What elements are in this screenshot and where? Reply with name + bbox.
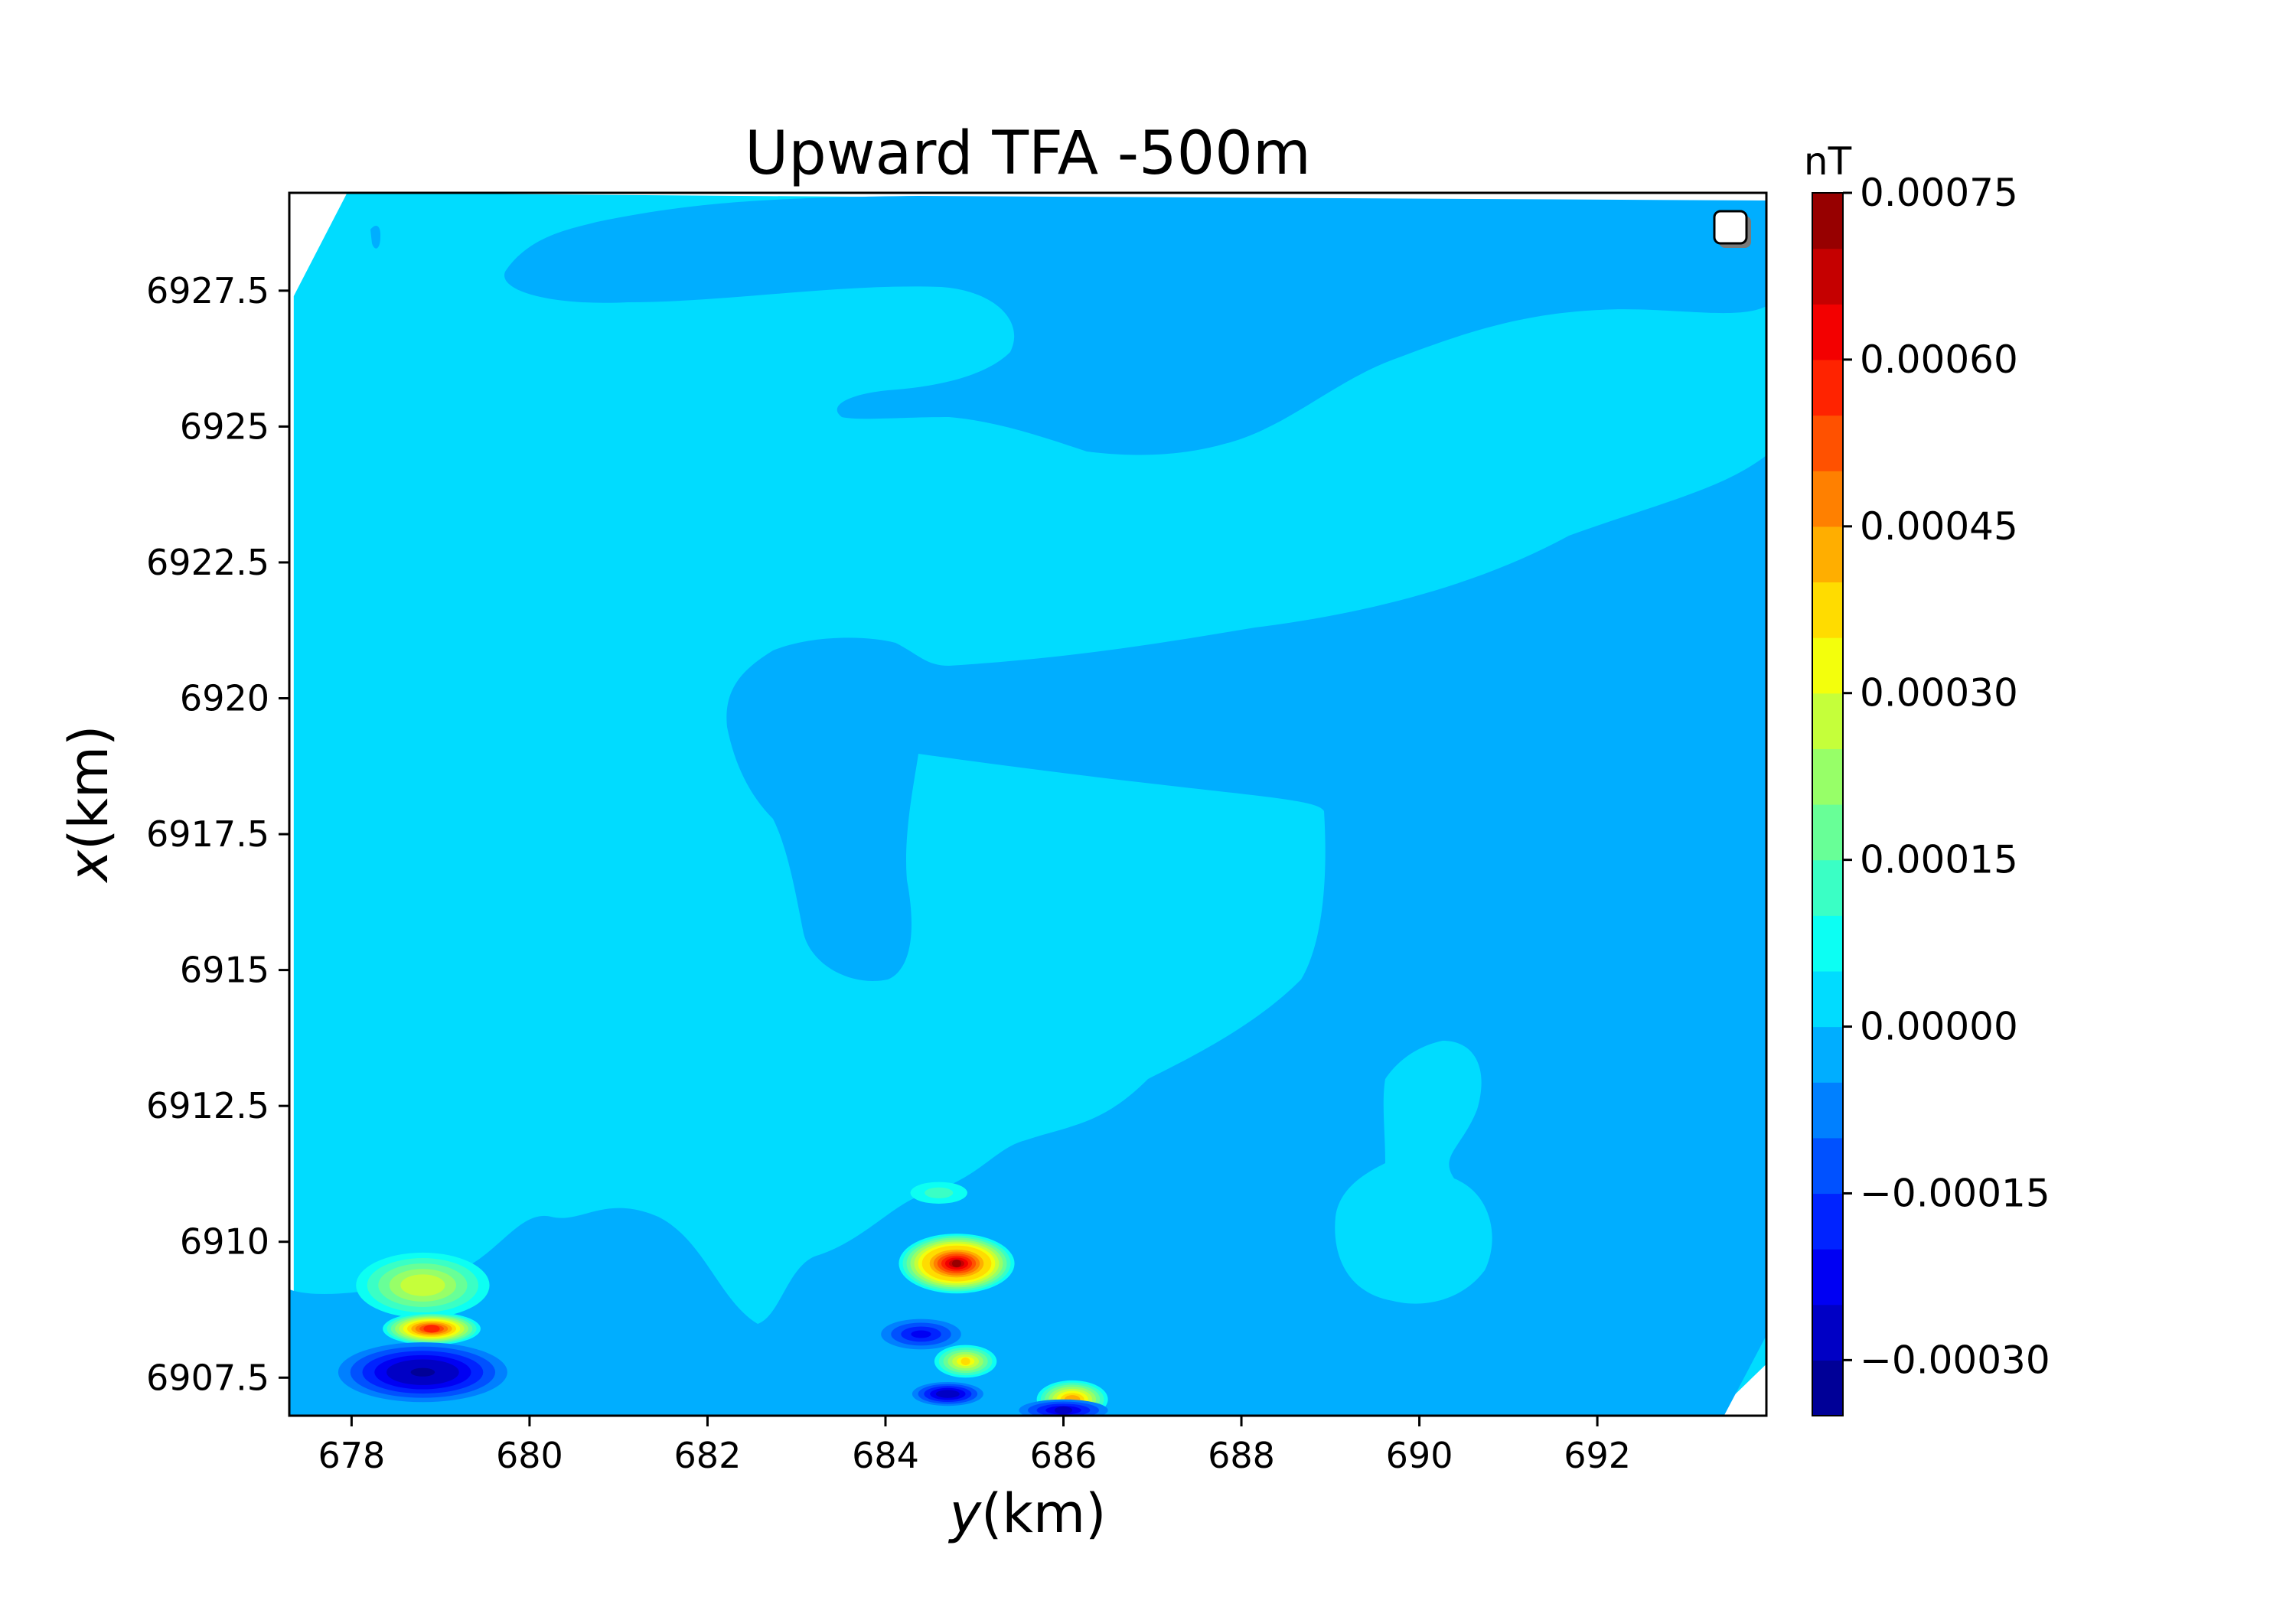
colorbar-band xyxy=(1812,804,1843,861)
colorbar-tick-label: 0.00045 xyxy=(1860,504,2018,549)
y-tick-label: 6912.5 xyxy=(146,1085,269,1126)
x-tick-label: 686 xyxy=(1030,1435,1097,1476)
contour-regions xyxy=(289,196,1766,1416)
colorbar-band xyxy=(1812,526,1843,583)
colorbar-band xyxy=(1812,693,1843,749)
contour-field xyxy=(289,193,1766,1416)
colorbar-tick-label: 0.00015 xyxy=(1860,838,2018,882)
colorbar-frame xyxy=(1812,192,1844,1416)
colorbar-bands xyxy=(1812,193,1843,1416)
colorbar-band xyxy=(1812,1360,1843,1416)
anomaly xyxy=(356,1252,490,1319)
x-tick-label: 678 xyxy=(318,1435,385,1476)
chart-title: Upward TFA -500m xyxy=(745,119,1311,188)
x-tick-label: 692 xyxy=(1564,1435,1631,1476)
colorbar-band xyxy=(1812,471,1843,527)
plot-frame xyxy=(288,191,1768,1417)
y-axis-label: x(km) xyxy=(57,725,120,884)
colorbar-band xyxy=(1812,1082,1843,1139)
y-tick-label: 6922.5 xyxy=(146,542,269,583)
anomaly-contour xyxy=(1054,1406,1073,1414)
anomaly xyxy=(910,1182,967,1204)
anomaly xyxy=(912,1381,983,1407)
anomaly-contour xyxy=(960,1357,970,1365)
colorbar: 0.00075 0.00060 0.00045 0.00030 0.00015 0.000… xyxy=(1804,139,2050,1416)
colorbar-band xyxy=(1812,1193,1843,1250)
colorbar-band xyxy=(1812,1137,1843,1195)
anomaly-group xyxy=(338,1182,1108,1416)
contour-region-positive xyxy=(1335,1041,1492,1304)
y-tick-label: 6917.5 xyxy=(146,813,269,855)
colorbar-band xyxy=(1812,193,1843,249)
x-axis-label: y(km) xyxy=(948,1482,1107,1545)
y-axis: 6907.5 6910 6912.5 6915 6917.5 6920 6922.5 6925… xyxy=(146,270,289,1398)
contour-region-negative xyxy=(504,196,1766,455)
y-tick-label: 6915 xyxy=(180,950,269,991)
colorbar-band xyxy=(1812,415,1843,471)
anomaly-contour xyxy=(941,1390,954,1398)
y-tick-label: 6910 xyxy=(180,1221,269,1263)
colorbar-band xyxy=(1812,859,1843,916)
contour-region-negative xyxy=(370,226,381,249)
x-tick-label: 682 xyxy=(674,1435,742,1476)
colorbar-tick-label: −0.00015 xyxy=(1860,1171,2050,1215)
x-tick-label: 680 xyxy=(496,1435,563,1476)
anomaly xyxy=(881,1319,961,1350)
anomaly xyxy=(383,1312,481,1345)
anomaly-contour xyxy=(951,1260,961,1268)
colorbar-band xyxy=(1812,915,1843,972)
colorbar-band xyxy=(1812,970,1843,1028)
colorbar-band xyxy=(1812,1249,1843,1305)
colorbar-ticks: 0.00075 0.00060 0.00045 0.00030 0.00015 0.000… xyxy=(1843,171,2050,1382)
colorbar-tick-label: 0.00030 xyxy=(1860,671,2018,715)
x-tick-label: 690 xyxy=(1386,1435,1453,1476)
y-tick-label: 6925 xyxy=(180,406,269,447)
colorbar-band xyxy=(1812,1304,1843,1361)
anomaly-contour xyxy=(427,1325,437,1333)
colorbar-band xyxy=(1812,1026,1843,1083)
x-tick-label: 688 xyxy=(1208,1435,1275,1476)
colorbar-unit-label: nT xyxy=(1804,139,1852,184)
anomaly-contour xyxy=(911,1330,931,1338)
colorbar-band xyxy=(1812,304,1843,360)
colorbar-tick-label: 0.00000 xyxy=(1860,1005,2018,1049)
anomaly xyxy=(338,1342,507,1403)
x-axis: 678 680 682 684 686 688 690 692 xyxy=(318,1416,1631,1476)
colorbar-band xyxy=(1812,359,1843,416)
colorbar-tick-label: 0.00060 xyxy=(1860,337,2018,382)
anomaly xyxy=(899,1234,1015,1294)
colorbar-band xyxy=(1812,637,1843,694)
legend-box xyxy=(1713,210,1751,248)
y-tick-label: 6927.5 xyxy=(146,270,269,311)
anomaly xyxy=(934,1345,997,1378)
colorbar-band xyxy=(1812,248,1843,305)
anomaly xyxy=(1019,1399,1108,1416)
y-tick-label: 6920 xyxy=(180,678,269,719)
anomaly-contour xyxy=(411,1279,434,1291)
anomaly-contour xyxy=(410,1367,435,1377)
y-tick-label: 6907.5 xyxy=(146,1357,269,1398)
colorbar-band xyxy=(1812,748,1843,805)
colorbar-tick-label: 0.00075 xyxy=(1860,171,2018,215)
colorbar-band xyxy=(1812,582,1843,638)
colorbar-tick-label: −0.00030 xyxy=(1860,1338,2050,1382)
anomaly-contour xyxy=(925,1187,954,1198)
x-tick-label: 684 xyxy=(852,1435,919,1476)
